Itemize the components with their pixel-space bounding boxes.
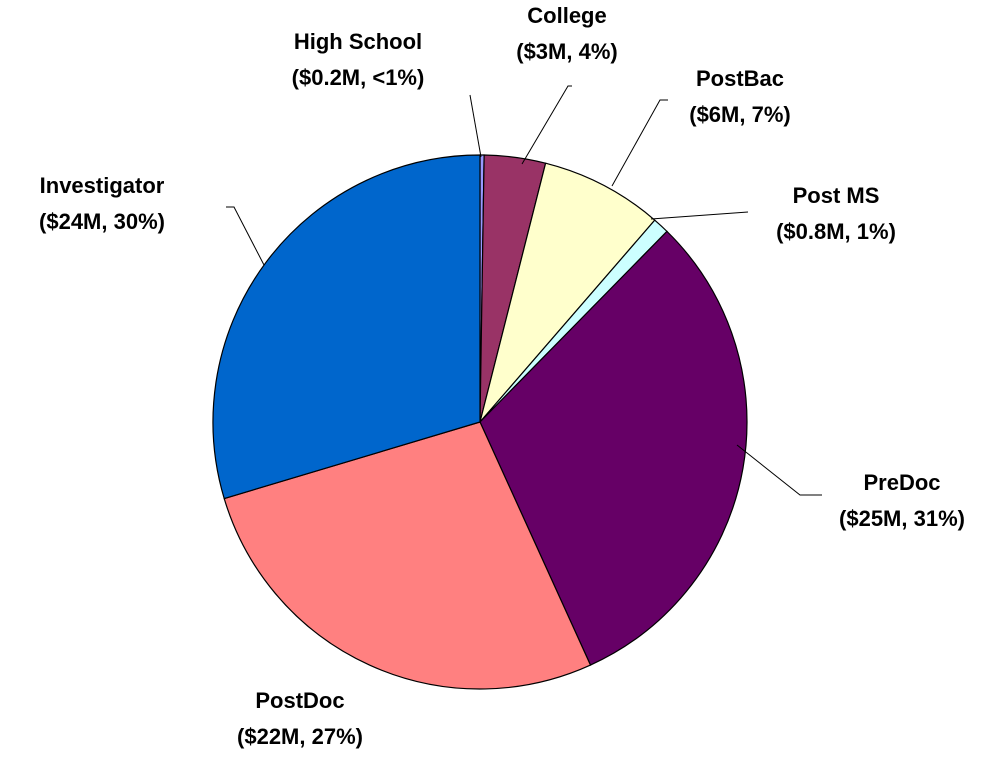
- slice-value-label: ($25M, 31%): [839, 506, 965, 531]
- pie-slice: [223, 421, 592, 690]
- slice-value-label: ($0.2M, <1%): [292, 65, 425, 90]
- slice-value-label: ($24M, 30%): [39, 209, 165, 234]
- leader-line: [521, 85, 572, 165]
- slice-value-label: ($0.8M, 1%): [776, 219, 896, 244]
- slice-label: Investigator: [40, 173, 165, 198]
- slice-label: PostBac: [696, 66, 784, 91]
- slice-value-label: ($6M, 7%): [689, 102, 790, 127]
- leader-line: [650, 211, 749, 220]
- pie-slice: [479, 162, 656, 423]
- slice-label: Post MS: [793, 183, 880, 208]
- leader-line: [611, 99, 668, 187]
- pie-slice: [212, 154, 481, 500]
- slice-value-label: ($22M, 27%): [237, 724, 363, 749]
- slice-value-label: ($3M, 4%): [516, 39, 617, 64]
- slice-label: PreDoc: [863, 470, 940, 495]
- slice-label: PostDoc: [255, 688, 344, 713]
- pie-slice: [479, 230, 748, 666]
- leader-line: [736, 444, 822, 496]
- slice-label: High School: [294, 29, 422, 54]
- leader-line: [469, 94, 482, 158]
- leader-line: [226, 206, 265, 266]
- slice-label: College: [527, 3, 606, 28]
